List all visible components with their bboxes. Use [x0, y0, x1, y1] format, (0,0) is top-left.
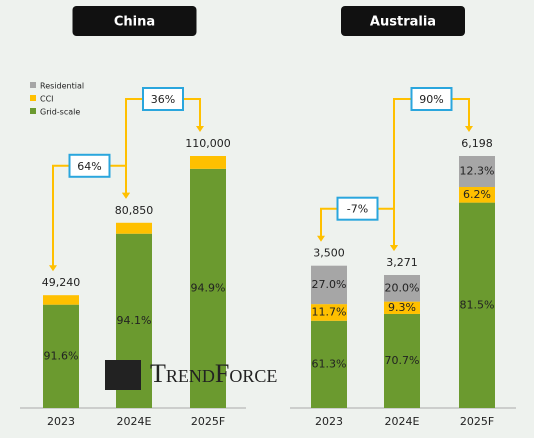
- legend-swatch: [30, 82, 36, 88]
- logo-mark: [105, 360, 141, 390]
- segment-label: 6.2%: [463, 188, 491, 201]
- arrow-head: [122, 192, 130, 199]
- title-box: [341, 6, 465, 36]
- segment-label: 61.3%: [312, 357, 347, 370]
- growth-box: [68, 153, 111, 178]
- total-label: 6,198: [461, 137, 493, 150]
- arrow-head: [465, 126, 473, 132]
- bar-segment: [384, 275, 420, 302]
- x-tick-label: 2024E: [117, 415, 152, 428]
- segment-label: 12.3%: [460, 164, 495, 177]
- bar-segment: [43, 295, 79, 305]
- bar-segment: [116, 222, 152, 234]
- total-label: 80,850: [115, 204, 154, 217]
- watermark: TrendForce: [150, 359, 277, 388]
- growth-box: [410, 87, 453, 111]
- growth-label: 90%: [419, 93, 443, 106]
- bar-segment: [190, 168, 226, 408]
- bar-segment: [311, 265, 347, 305]
- bar-segment: [459, 156, 495, 187]
- bar-segment: [459, 202, 495, 408]
- segment-label: 11.7%: [312, 305, 347, 318]
- growth-box: [336, 196, 379, 221]
- bar-segment: [384, 301, 420, 314]
- segment-label: 94.1%: [117, 314, 152, 327]
- segment-label: 9.3%: [388, 301, 416, 314]
- growth-arrow: [393, 98, 470, 250]
- growth-label: 36%: [151, 93, 175, 106]
- growth-arrow: [52, 164, 127, 270]
- total-label: 49,240: [42, 276, 81, 289]
- growth-label: -7%: [347, 203, 368, 216]
- x-tick-label: 2025F: [460, 415, 494, 428]
- legend-swatch: [30, 95, 36, 101]
- bar-segment: [384, 313, 420, 408]
- x-tick-label: 2024E: [385, 415, 420, 428]
- bar-segment: [43, 304, 79, 408]
- chart-title: Australia: [370, 15, 436, 30]
- segment-label: 94.9%: [191, 281, 226, 294]
- bar-segment: [311, 304, 347, 321]
- x-tick-label: 2023: [315, 415, 343, 428]
- segment-label: 70.7%: [385, 354, 420, 367]
- chart-title: China: [114, 15, 155, 30]
- x-tick-label: 2023: [47, 415, 75, 428]
- legend-swatch: [30, 108, 36, 114]
- title-box: [72, 6, 197, 36]
- bar-segment: [311, 320, 347, 408]
- arrow-head: [196, 126, 204, 132]
- legend-label: Grid-scale: [40, 108, 80, 117]
- total-label: 3,271: [386, 256, 418, 269]
- arrow-head: [390, 245, 398, 252]
- segment-label: 20.0%: [385, 281, 420, 294]
- segment-label: 81.5%: [460, 298, 495, 311]
- segment-label: 91.6%: [44, 349, 79, 362]
- legend-label: Residential: [40, 82, 84, 91]
- arrow-head: [49, 265, 57, 272]
- segment-label: 27.0%: [312, 278, 347, 291]
- legend-label: CCI: [40, 95, 54, 104]
- total-label: 110,000: [185, 137, 231, 150]
- growth-label: 64%: [77, 160, 101, 173]
- growth-box: [142, 87, 184, 111]
- bar-segment: [190, 156, 226, 169]
- bar-segment: [459, 186, 495, 203]
- total-label: 3,500: [313, 247, 345, 260]
- arrow-head: [317, 235, 325, 242]
- x-tick-label: 2025F: [191, 415, 225, 428]
